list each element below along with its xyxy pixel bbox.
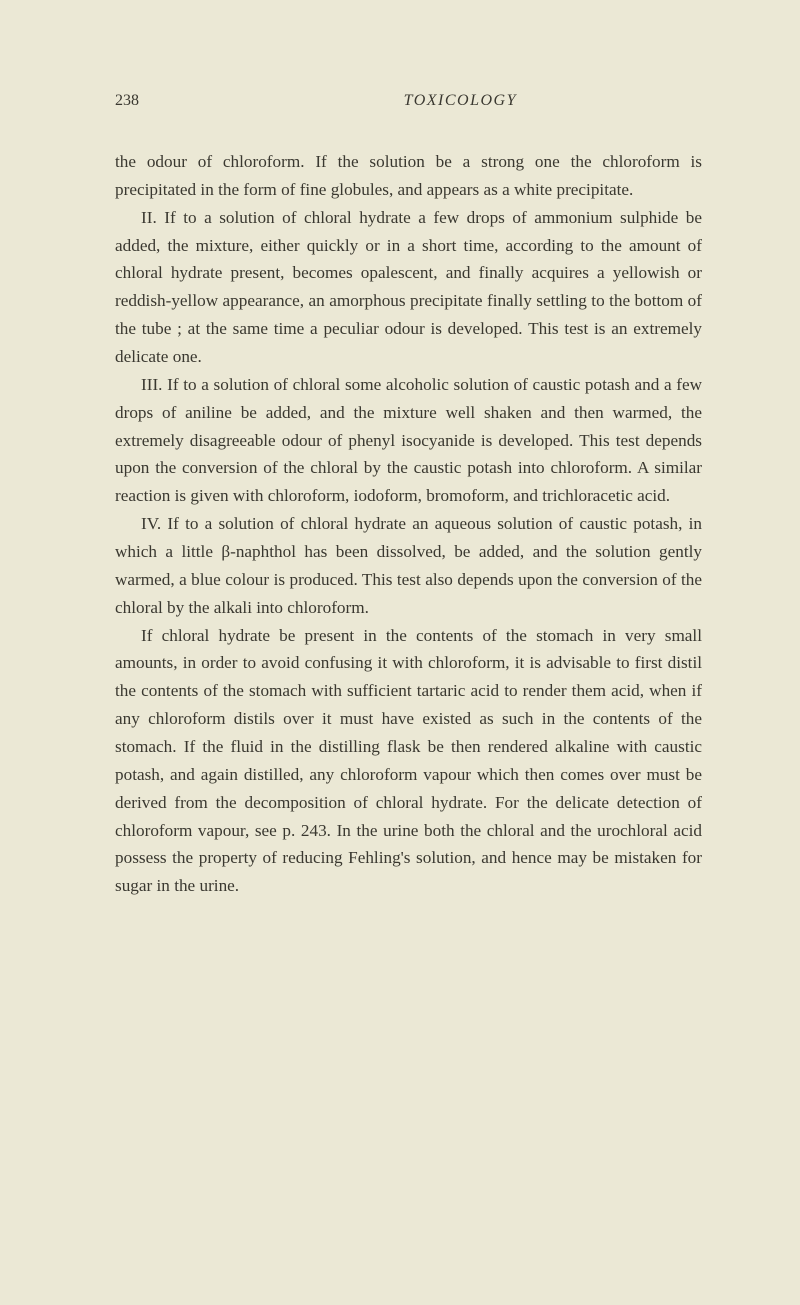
paragraph: If chloral hydrate be present in the con…	[115, 622, 702, 901]
document-page: 238 TOXICOLOGY the odour of chloroform. …	[0, 0, 800, 960]
paragraph: the odour of chloroform. If the solution…	[115, 148, 702, 204]
paragraph: III. If to a solution of chloral some al…	[115, 371, 702, 510]
body-text: the odour of chloroform. If the solution…	[115, 148, 702, 900]
paragraph: IV. If to a solution of chloral hydrate …	[115, 510, 702, 621]
running-title: TOXICOLOGY	[404, 92, 517, 110]
page-number: 238	[115, 92, 139, 110]
page-header: 238 TOXICOLOGY	[115, 92, 702, 110]
paragraph: II. If to a solution of chloral hydrate …	[115, 204, 702, 371]
